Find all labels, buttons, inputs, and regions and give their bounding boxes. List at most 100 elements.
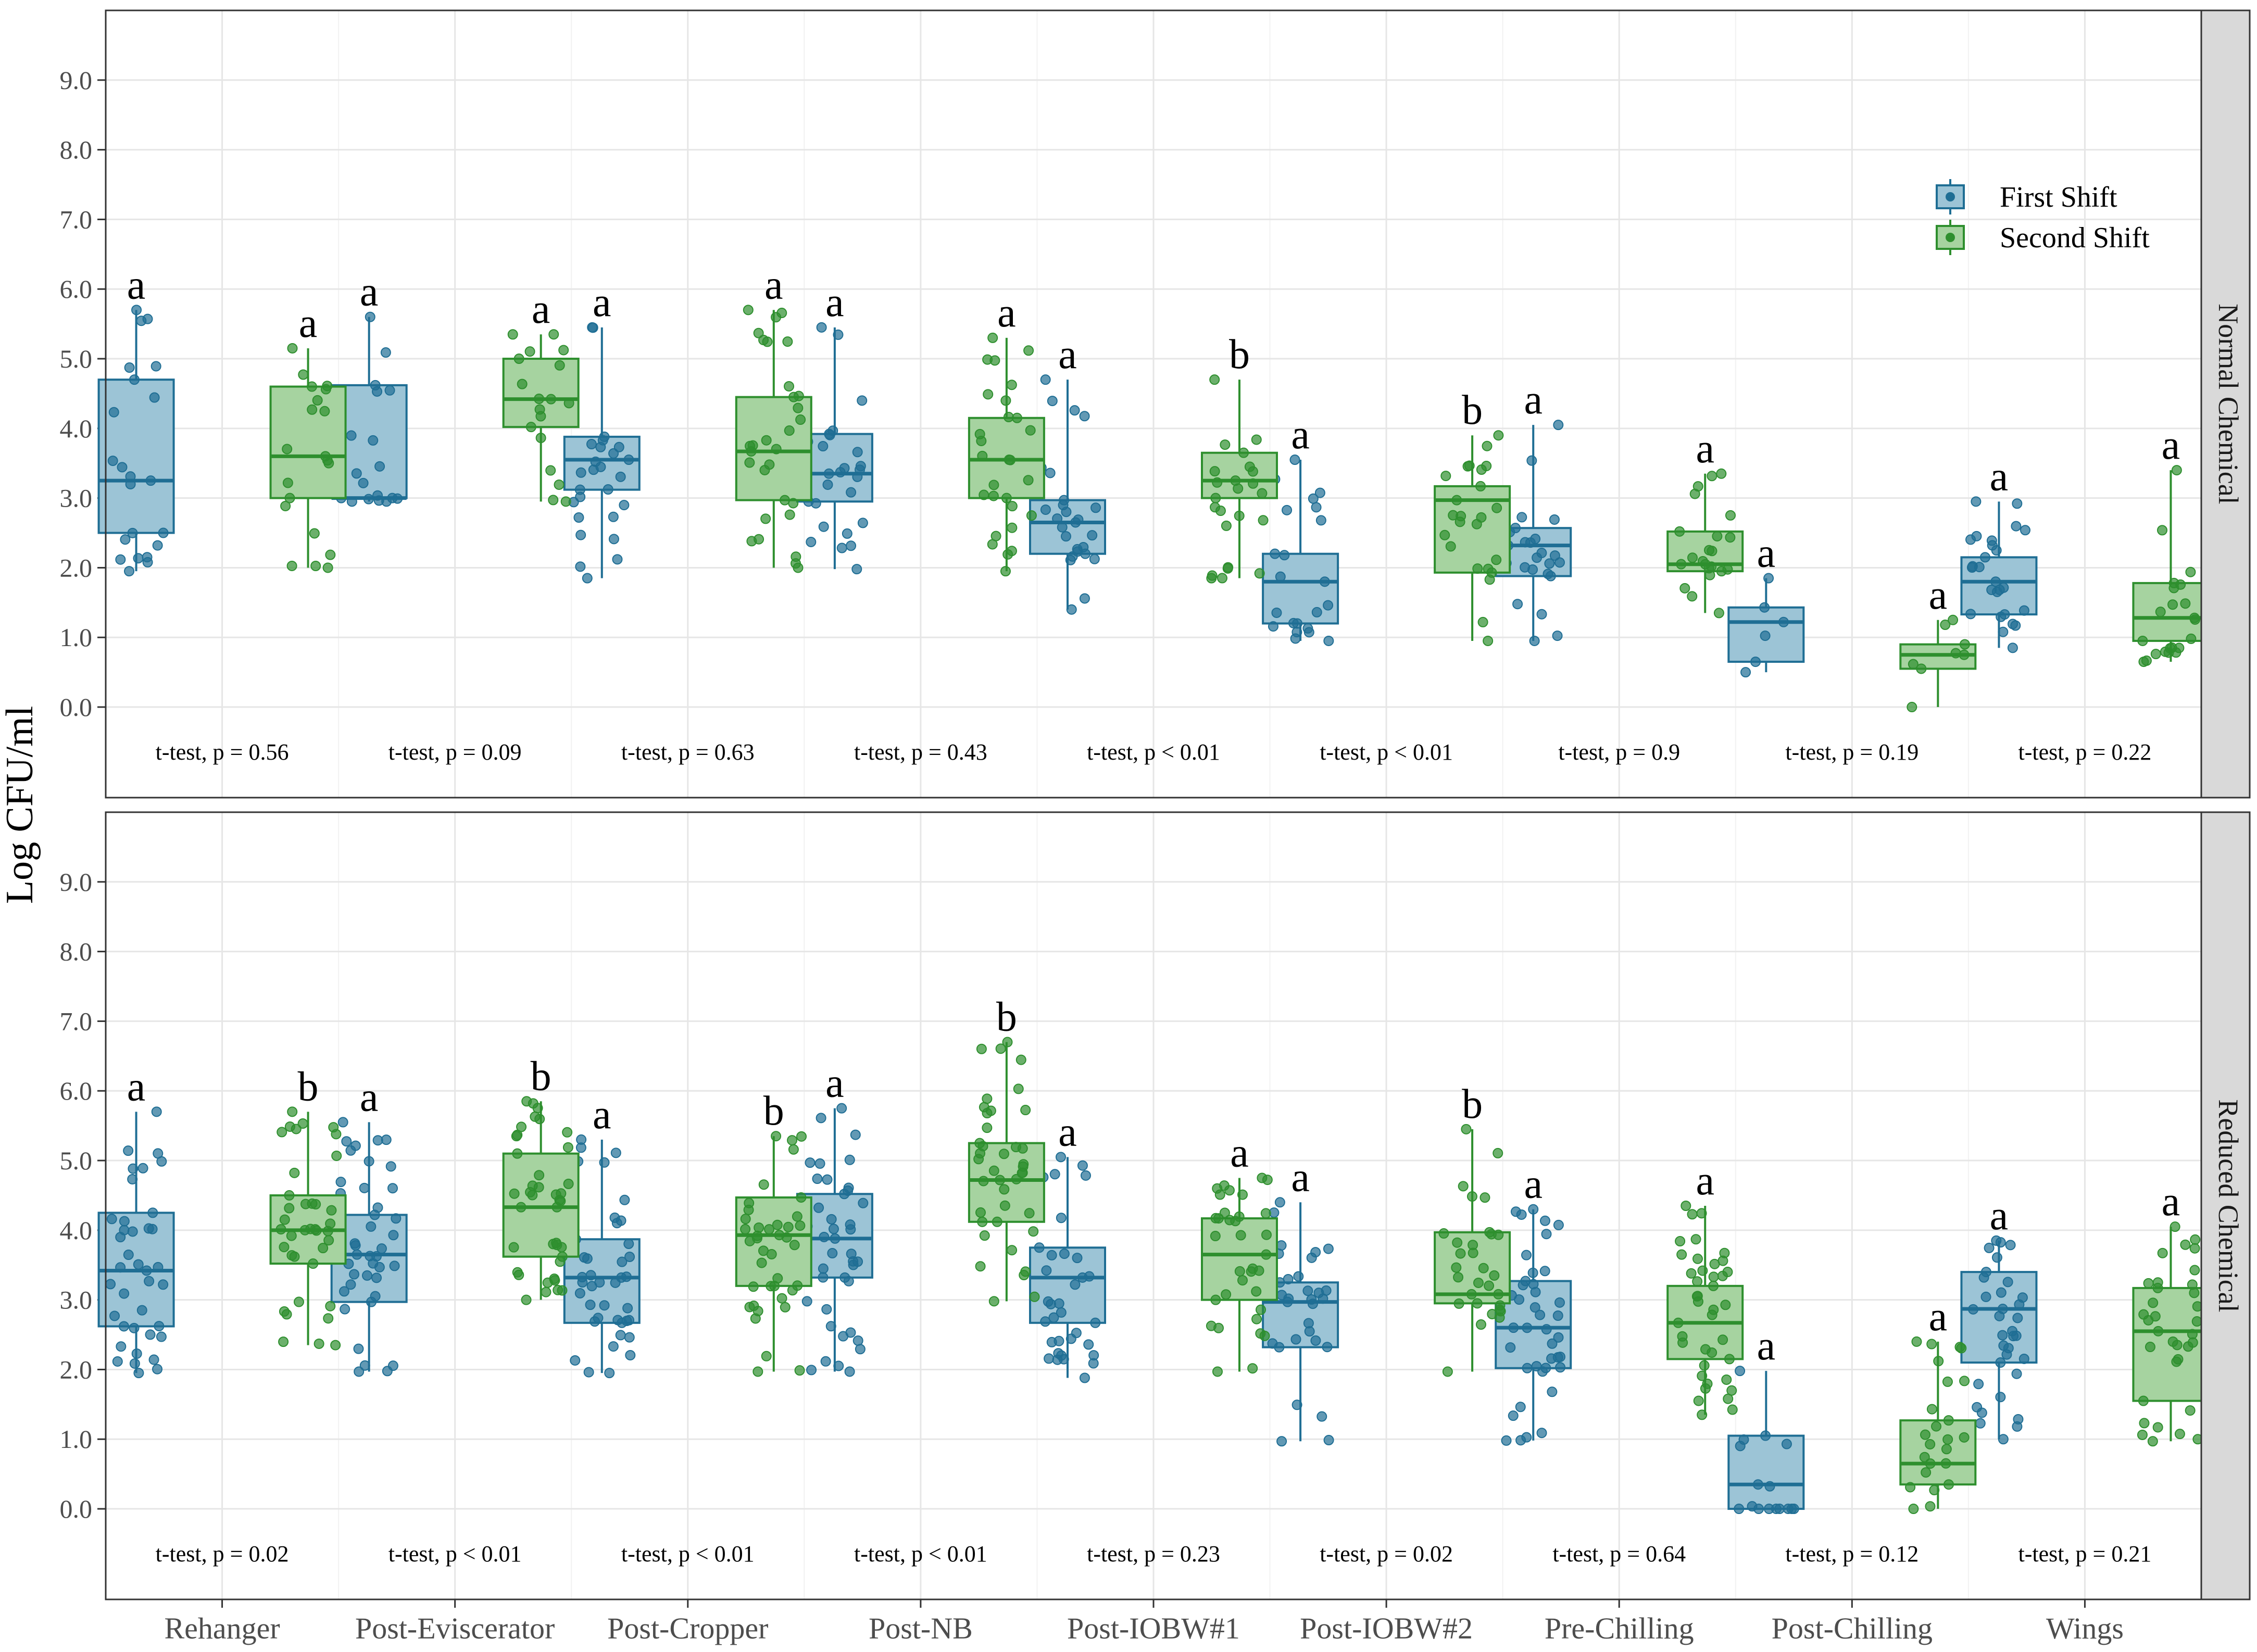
ttest-label: t-test, p < 0.01 bbox=[1087, 739, 1220, 765]
data-point bbox=[300, 1199, 311, 1209]
data-point bbox=[743, 1204, 754, 1215]
data-point bbox=[588, 464, 599, 475]
y-tick-label: 8.0 bbox=[60, 135, 93, 165]
data-point bbox=[286, 1250, 297, 1261]
data-point bbox=[1275, 571, 1286, 582]
data-point bbox=[1996, 611, 2007, 622]
data-point bbox=[1555, 1362, 1566, 1373]
data-point bbox=[1060, 531, 1071, 542]
data-point bbox=[1536, 609, 1547, 620]
data-point bbox=[1238, 447, 1249, 458]
data-point bbox=[852, 1335, 863, 1346]
data-point bbox=[1994, 1310, 2005, 1321]
ttest-label: t-test, p = 0.9 bbox=[1558, 739, 1680, 765]
data-point bbox=[615, 471, 626, 482]
data-point bbox=[108, 407, 119, 418]
data-point bbox=[740, 1214, 751, 1225]
data-point bbox=[338, 1286, 349, 1297]
data-point bbox=[1727, 1404, 1738, 1415]
ttest-label: t-test, p = 0.56 bbox=[156, 739, 289, 765]
data-point bbox=[2012, 1313, 2023, 1323]
data-point bbox=[788, 498, 799, 509]
data-point bbox=[760, 513, 771, 524]
data-point bbox=[1763, 1504, 1774, 1515]
data-point bbox=[846, 540, 857, 551]
data-point bbox=[740, 1224, 751, 1234]
data-point bbox=[507, 329, 518, 340]
data-point bbox=[1235, 1230, 1246, 1241]
significance-letter: a bbox=[1929, 1294, 1948, 1340]
significance-letter: a bbox=[1524, 1162, 1543, 1207]
data-point bbox=[753, 1366, 763, 1377]
data-point bbox=[1007, 501, 1018, 512]
data-point bbox=[1210, 502, 1221, 513]
data-point bbox=[392, 493, 403, 504]
data-point bbox=[1290, 633, 1301, 644]
data-point bbox=[1919, 1452, 1930, 1462]
data-point bbox=[127, 1226, 138, 1237]
data-point bbox=[1234, 510, 1245, 521]
data-point bbox=[1530, 534, 1541, 545]
data-point bbox=[2147, 1436, 2158, 1447]
data-point bbox=[848, 1256, 859, 1267]
data-point bbox=[1462, 461, 1473, 472]
data-point bbox=[325, 1301, 336, 1311]
data-point bbox=[795, 414, 806, 425]
significance-letter: a bbox=[1757, 531, 1776, 576]
data-point bbox=[1697, 1370, 1708, 1381]
significance-letter: a bbox=[1929, 572, 1948, 618]
data-point bbox=[1040, 504, 1051, 515]
data-point bbox=[1991, 1252, 2002, 1263]
data-point bbox=[1440, 471, 1451, 482]
data-point bbox=[1289, 455, 1300, 465]
data-point bbox=[1209, 466, 1220, 477]
data-point bbox=[1984, 1242, 1995, 1253]
data-point bbox=[608, 448, 619, 459]
data-point bbox=[1708, 1271, 1719, 1282]
y-tick-label: 6.0 bbox=[60, 1076, 93, 1105]
significance-letter: a bbox=[997, 290, 1016, 336]
data-point bbox=[2148, 1297, 2159, 1308]
data-point bbox=[1089, 553, 1100, 564]
data-point bbox=[1760, 630, 1771, 641]
data-point bbox=[326, 1205, 337, 1216]
data-point bbox=[127, 1174, 138, 1184]
data-point bbox=[318, 1243, 329, 1254]
data-point bbox=[1673, 1317, 1684, 1328]
data-point bbox=[787, 1135, 798, 1146]
data-point bbox=[117, 462, 128, 473]
data-point bbox=[141, 1265, 152, 1276]
data-point bbox=[115, 554, 126, 565]
data-point bbox=[143, 1223, 154, 1234]
data-point bbox=[286, 1230, 297, 1241]
data-point bbox=[1323, 600, 1334, 611]
data-point bbox=[1282, 505, 1293, 515]
data-point bbox=[1980, 1291, 1991, 1302]
data-point bbox=[120, 534, 131, 545]
data-point bbox=[594, 1277, 605, 1288]
data-point bbox=[1531, 1361, 1542, 1372]
data-point bbox=[599, 1157, 610, 1168]
data-point bbox=[1992, 586, 2003, 597]
data-point bbox=[1686, 1268, 1697, 1279]
data-point bbox=[794, 1365, 805, 1376]
data-point bbox=[976, 1043, 987, 1054]
legend-key-point bbox=[1946, 192, 1955, 201]
data-point bbox=[1322, 1342, 1333, 1353]
data-point bbox=[1479, 1192, 1490, 1203]
data-point bbox=[1677, 1337, 1688, 1348]
data-point bbox=[513, 354, 524, 364]
ttest-label: t-test, p < 0.01 bbox=[621, 1541, 755, 1567]
data-point bbox=[1025, 425, 1036, 436]
data-point bbox=[2138, 1309, 2149, 1320]
data-point bbox=[287, 343, 298, 354]
data-point bbox=[1005, 455, 1016, 465]
data-point bbox=[818, 441, 829, 452]
data-point bbox=[595, 442, 606, 452]
data-point bbox=[128, 1163, 139, 1174]
data-point bbox=[1453, 1272, 1464, 1283]
data-point bbox=[1040, 1316, 1051, 1327]
data-point bbox=[1973, 1379, 1984, 1390]
data-point bbox=[2170, 1221, 2180, 1232]
data-point bbox=[844, 1366, 855, 1377]
